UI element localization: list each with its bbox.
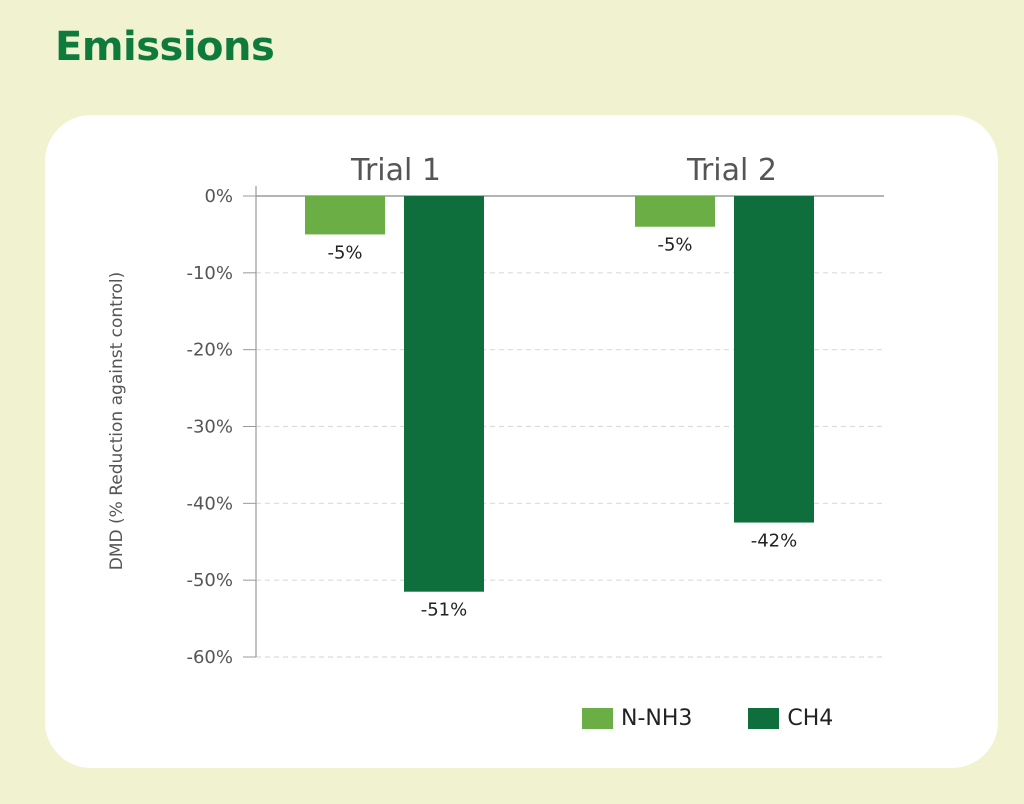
y-tick-label: -20% xyxy=(186,340,233,361)
bar-ch4 xyxy=(404,196,484,592)
y-tick-label: -30% xyxy=(186,417,233,438)
data-label: -42% xyxy=(751,531,798,552)
y-axis-label: DMD (% Reduction against control) xyxy=(107,272,127,570)
chart-card xyxy=(45,115,998,768)
y-tick-labels: 0% -10% -20% -30% -40% -50% -60% xyxy=(186,186,233,668)
category-label: Trial 1 xyxy=(350,153,441,188)
bar-n-nh3 xyxy=(635,196,715,227)
y-tick-label: -50% xyxy=(186,570,233,591)
y-tick-label: 0% xyxy=(204,186,233,207)
legend-item-n-nh3: N-NH3 xyxy=(582,706,692,731)
bar-ch4 xyxy=(734,196,814,523)
page-title: Emissions xyxy=(55,24,275,70)
bars xyxy=(305,196,814,592)
legend: N-NH3 CH4 xyxy=(582,706,833,731)
legend-swatch-ch4 xyxy=(748,708,780,729)
bar-n-nh3 xyxy=(305,196,385,235)
data-label: -5% xyxy=(657,235,692,256)
y-tick-label: -40% xyxy=(186,493,233,514)
data-labels: -5% -5% -51% -42% xyxy=(327,235,797,621)
legend-label-ch4: CH4 xyxy=(787,706,834,731)
category-label: Trial 2 xyxy=(686,153,777,188)
legend-swatch-n-nh3 xyxy=(582,708,613,729)
legend-item-ch4: CH4 xyxy=(748,706,833,731)
data-label: -51% xyxy=(421,600,468,621)
data-label: -5% xyxy=(327,242,362,263)
legend-label-n-nh3: N-NH3 xyxy=(621,706,693,731)
y-tick-label: -10% xyxy=(186,263,233,284)
category-labels: Trial 1 Trial 2 xyxy=(350,153,777,188)
y-tick-label: -60% xyxy=(186,647,233,668)
